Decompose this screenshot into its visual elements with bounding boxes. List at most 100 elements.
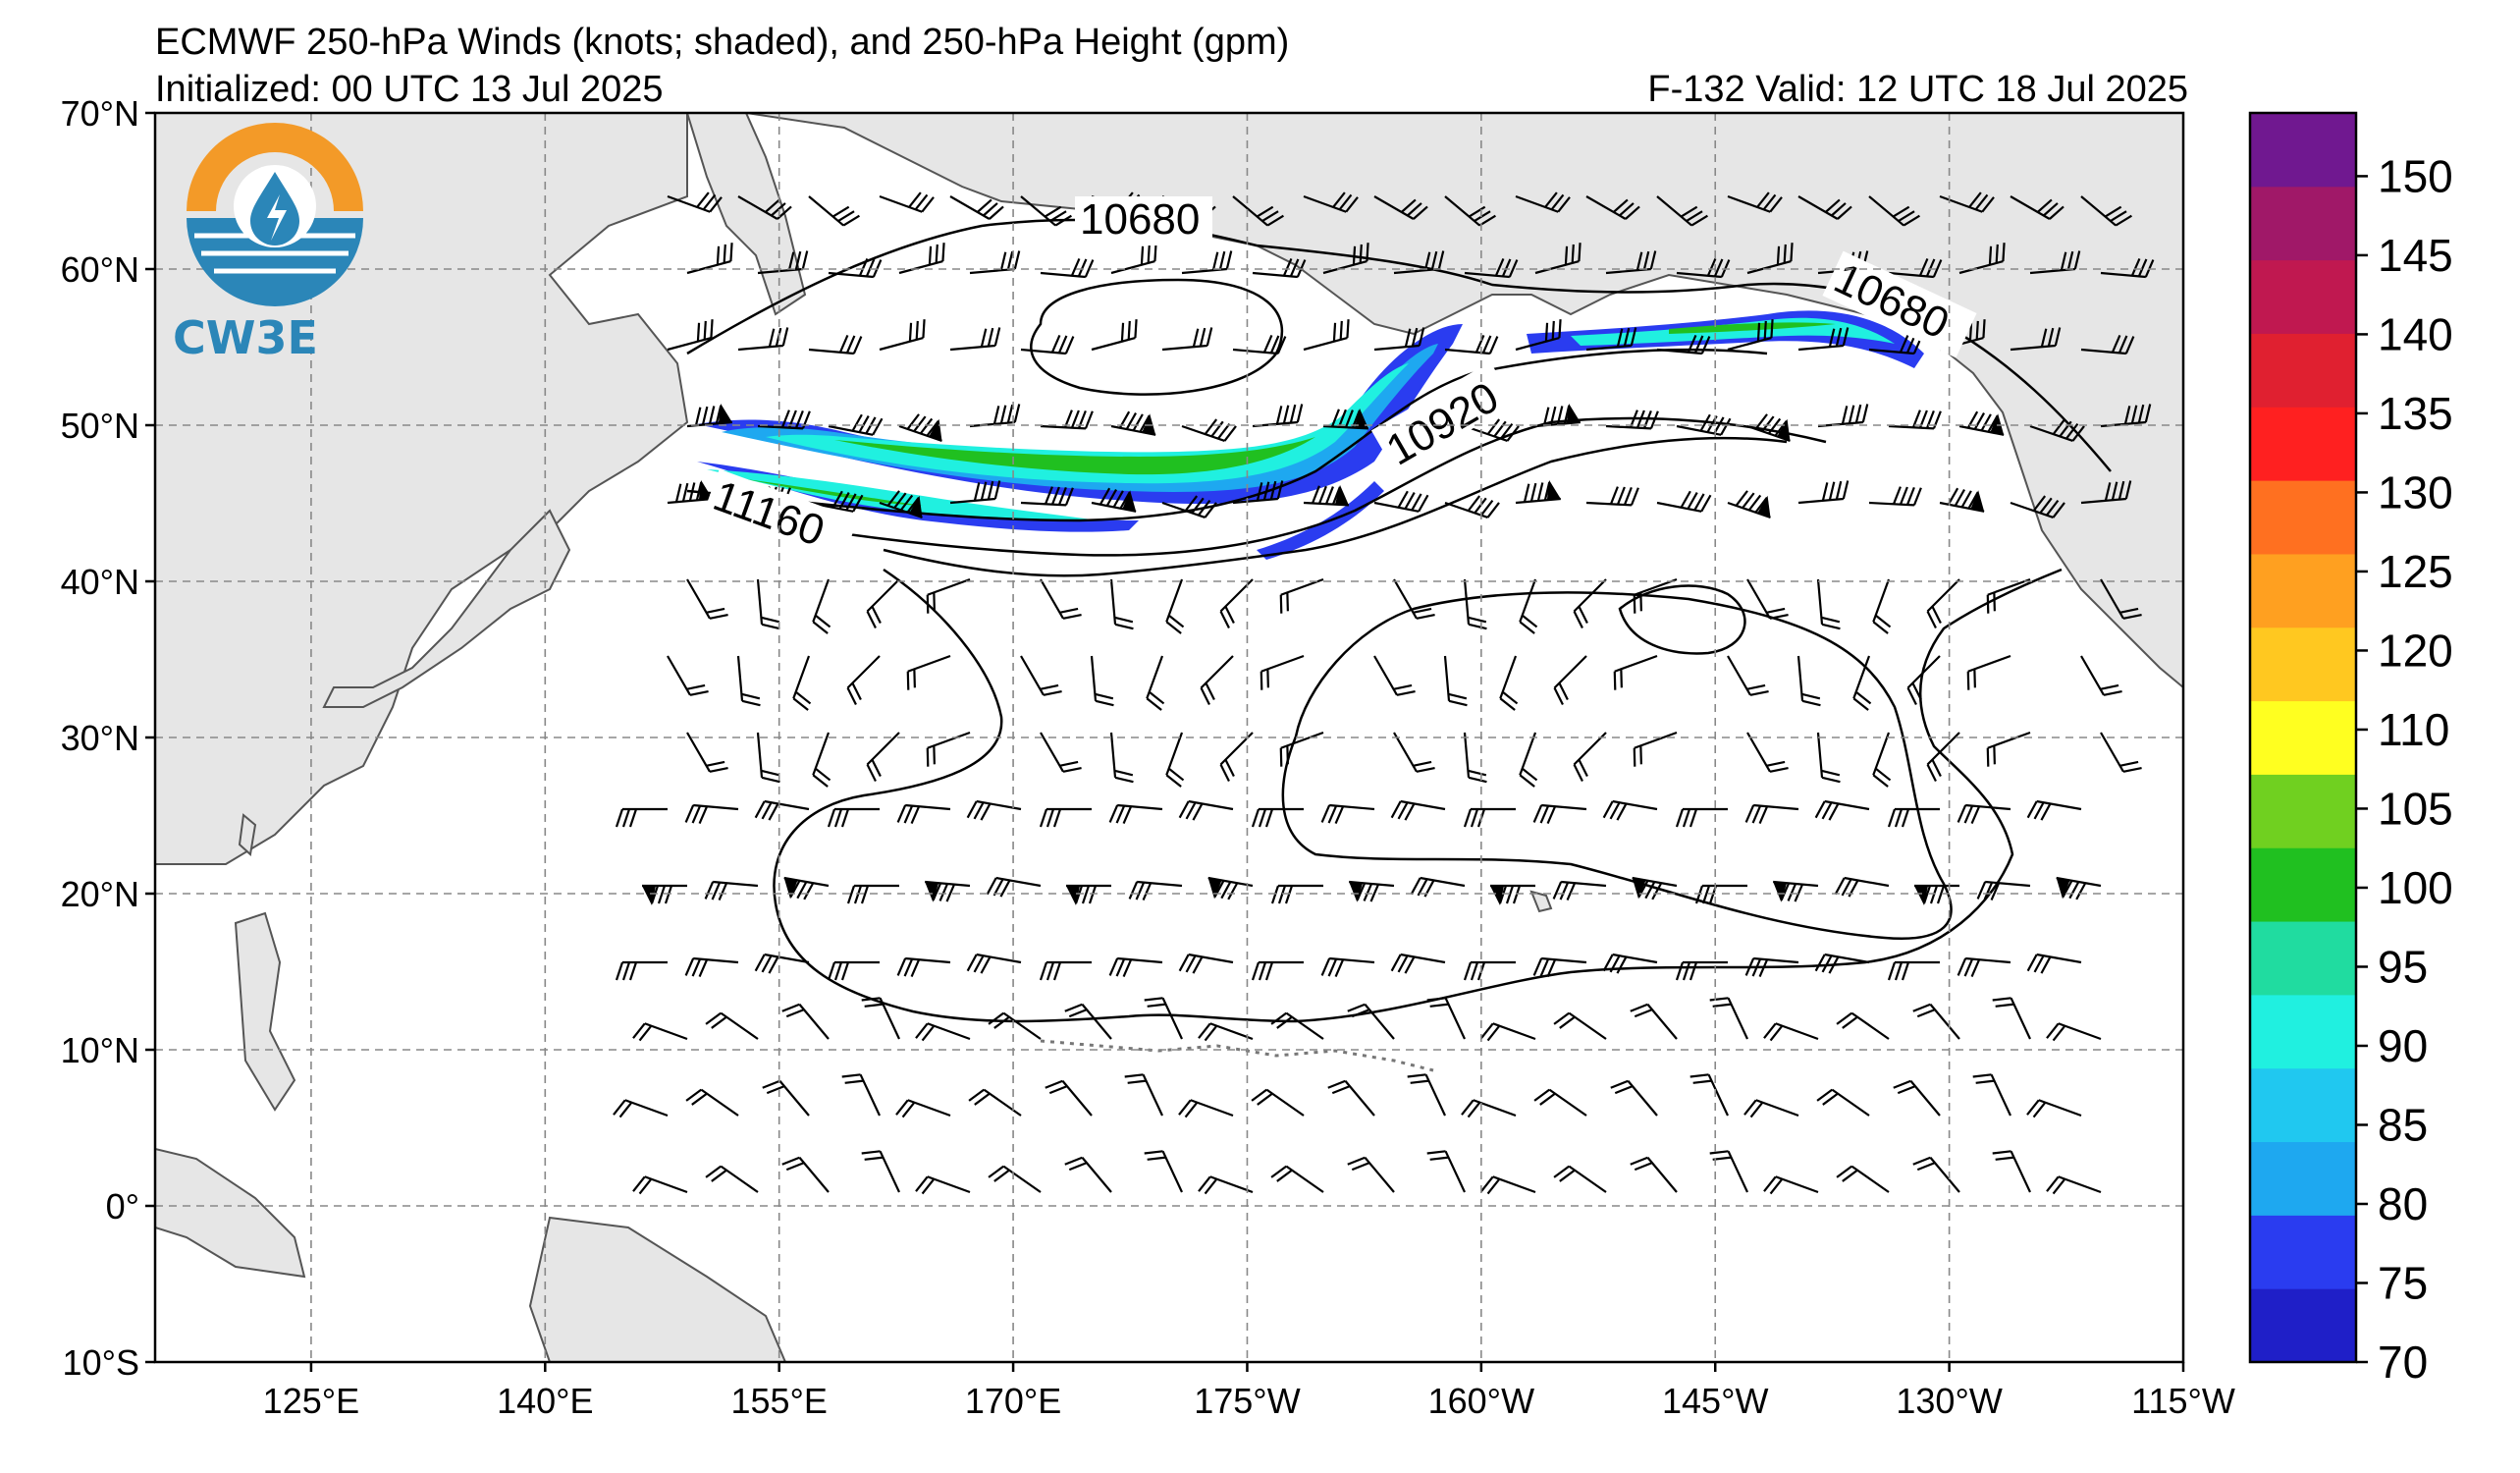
wind-barb bbox=[1746, 413, 1791, 443]
wind-barb bbox=[1178, 953, 1234, 974]
lon-label: 160°W bbox=[1428, 1381, 1534, 1421]
wind-barb bbox=[1165, 578, 1185, 634]
wind-barb bbox=[1553, 655, 1587, 705]
wind-barb bbox=[642, 884, 687, 905]
wind-barb bbox=[1393, 732, 1435, 773]
taiwan-landmass bbox=[238, 813, 257, 856]
wind-barb bbox=[879, 319, 926, 352]
wind-barb bbox=[1773, 880, 1819, 902]
wind-barb bbox=[1957, 956, 2011, 978]
wind-barb bbox=[1320, 956, 1375, 978]
wind-barb bbox=[1393, 578, 1435, 620]
wind-barb bbox=[879, 490, 923, 519]
wind-barb bbox=[808, 334, 863, 355]
wind-barb bbox=[2080, 480, 2132, 505]
wind-barb bbox=[2100, 732, 2142, 773]
wind-barb bbox=[1939, 191, 1995, 213]
north-america-landmass bbox=[745, 113, 2183, 689]
wind-barb bbox=[737, 327, 789, 352]
wind-barb bbox=[1178, 1099, 1234, 1118]
lat-label: 60°N bbox=[61, 249, 139, 290]
lon-label: 140°E bbox=[497, 1381, 593, 1421]
wind-barb bbox=[1347, 1156, 1395, 1193]
contour-label-10680-west: 10680 bbox=[1080, 195, 1200, 244]
wind-barb bbox=[1966, 654, 2011, 690]
wind-barb bbox=[1630, 1003, 1678, 1040]
wind-barb bbox=[1260, 654, 1305, 690]
wind-barb bbox=[705, 1011, 759, 1040]
wind-barb bbox=[861, 1150, 900, 1193]
wind-barb bbox=[2080, 655, 2122, 696]
colorbar-label: 105 bbox=[2378, 783, 2453, 834]
wind-barb bbox=[2080, 334, 2135, 355]
wind-barb bbox=[1020, 195, 1072, 227]
lat-label: 70°N bbox=[61, 93, 139, 134]
wind-barb bbox=[1992, 1150, 2031, 1193]
colorbar-label: 135 bbox=[2378, 388, 2453, 439]
wind-barb bbox=[915, 1022, 971, 1042]
wind-barb bbox=[756, 732, 780, 784]
wind-barb bbox=[1972, 1073, 2011, 1117]
wind-barb bbox=[1320, 803, 1375, 825]
wind-barb bbox=[1109, 732, 1134, 784]
wind-barb bbox=[2046, 1175, 2102, 1195]
wind-barb bbox=[1039, 807, 1092, 828]
colorbar-segment bbox=[2250, 333, 2356, 408]
colorbar-label: 110 bbox=[2378, 704, 2449, 755]
wind-barb bbox=[925, 880, 971, 902]
wind-barb bbox=[1443, 655, 1468, 707]
wind-barb bbox=[1444, 334, 1499, 355]
wind-barb bbox=[1200, 655, 1234, 705]
wind-barb bbox=[2010, 327, 2062, 352]
wind-barb bbox=[1797, 195, 1852, 220]
wind-barb bbox=[1585, 195, 1640, 220]
indonesia-landmass bbox=[155, 1147, 306, 1279]
colorbar-segment bbox=[2250, 700, 2356, 775]
wind-barb bbox=[1124, 1073, 1163, 1117]
lon-label: 115°W bbox=[2131, 1381, 2235, 1421]
wind-barb bbox=[1393, 250, 1445, 275]
wind-barb bbox=[986, 876, 1042, 898]
wind-barb bbox=[1746, 243, 1794, 275]
colorbar-segment bbox=[2250, 259, 2356, 334]
wind-barb bbox=[632, 1175, 688, 1195]
lat-label: 20°N bbox=[61, 874, 139, 914]
wind-barb bbox=[988, 1011, 1042, 1040]
wind-barb bbox=[1986, 731, 2031, 767]
wind-barb bbox=[846, 884, 899, 904]
wind-barb bbox=[1040, 578, 1082, 620]
wind-barb bbox=[686, 732, 728, 773]
wind-barb bbox=[1630, 1156, 1678, 1193]
colorbar-segment bbox=[2250, 553, 2356, 628]
logo-sun-arc bbox=[187, 123, 363, 211]
lat-label: 0° bbox=[106, 1186, 139, 1227]
wind-barb bbox=[1251, 1088, 1305, 1117]
wind-barb bbox=[1605, 250, 1657, 275]
wind-barb bbox=[781, 1003, 830, 1040]
wind-barb bbox=[757, 250, 809, 275]
wind-barb bbox=[2029, 418, 2085, 443]
wind-barb bbox=[1165, 732, 1185, 788]
wind-barb bbox=[988, 1165, 1042, 1193]
wind-barb bbox=[1746, 578, 1789, 620]
wind-barb bbox=[1108, 956, 1163, 978]
wind-barb bbox=[1836, 1165, 1890, 1193]
wind-barb bbox=[667, 319, 714, 352]
wind-barb bbox=[1602, 953, 1658, 974]
wind-barb bbox=[1816, 1088, 1870, 1117]
wind-barb bbox=[1279, 731, 1324, 767]
wind-barb bbox=[879, 191, 935, 213]
lat-label: 40°N bbox=[61, 562, 139, 602]
lon-label: 125°E bbox=[263, 1381, 359, 1421]
lat-label: 50°N bbox=[61, 406, 139, 446]
wind-barb bbox=[1020, 334, 1075, 355]
colorbar-segment bbox=[2250, 186, 2356, 261]
wind-barb bbox=[1373, 490, 1429, 513]
wind-barb bbox=[2026, 799, 2082, 821]
wind-barb bbox=[1390, 953, 1446, 974]
wind-barb bbox=[1887, 960, 1940, 981]
wind-barb bbox=[1490, 884, 1535, 905]
wind-barb bbox=[1976, 880, 2031, 901]
wind-barb bbox=[1020, 486, 1074, 507]
wind-barb bbox=[1868, 486, 1922, 507]
